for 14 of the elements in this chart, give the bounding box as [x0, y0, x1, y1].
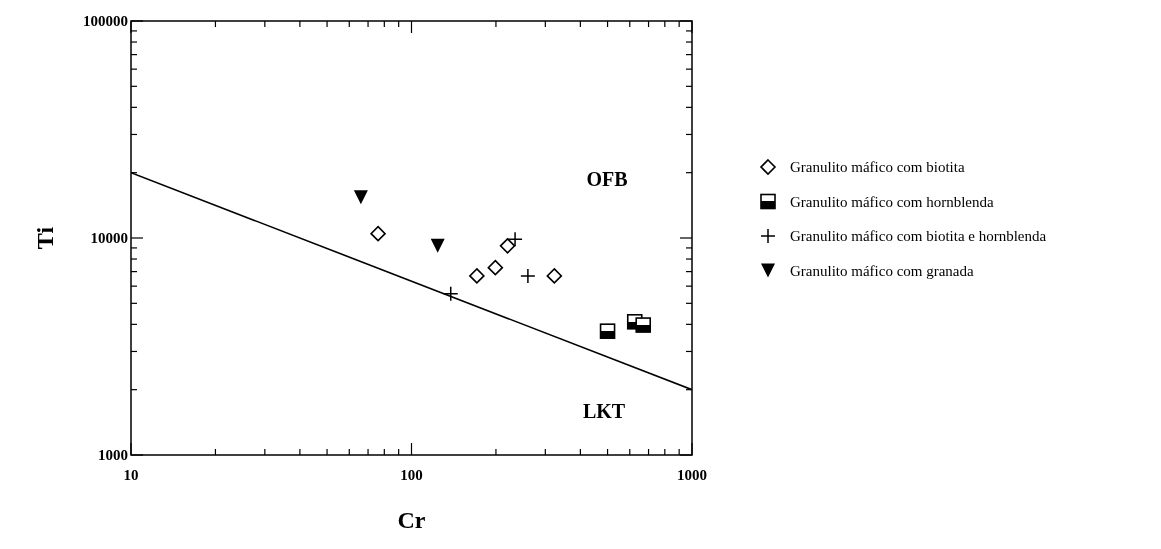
y-tick-label: 1000 [98, 447, 128, 463]
x-tick-label: 10 [123, 467, 139, 483]
x-tick-label: 1000 [677, 467, 707, 483]
legend-label: Granulito máfico com biotita e hornblenda [790, 228, 1047, 244]
y-tick-label: 100000 [83, 13, 128, 29]
x-axis-title: Cr [397, 507, 426, 533]
x-tick-label: 100 [400, 467, 423, 483]
y-tick-label: 10000 [90, 230, 128, 246]
annotation: OFB [586, 167, 628, 190]
legend-label: Granulito máfico com hornblenda [790, 193, 995, 210]
legend-label: Granulito máfico com biotita [790, 159, 965, 175]
annotation: LKT [582, 399, 626, 422]
y-axis-title: Ti [32, 226, 58, 250]
legend-label: Granulito máfico com granada [790, 262, 975, 279]
